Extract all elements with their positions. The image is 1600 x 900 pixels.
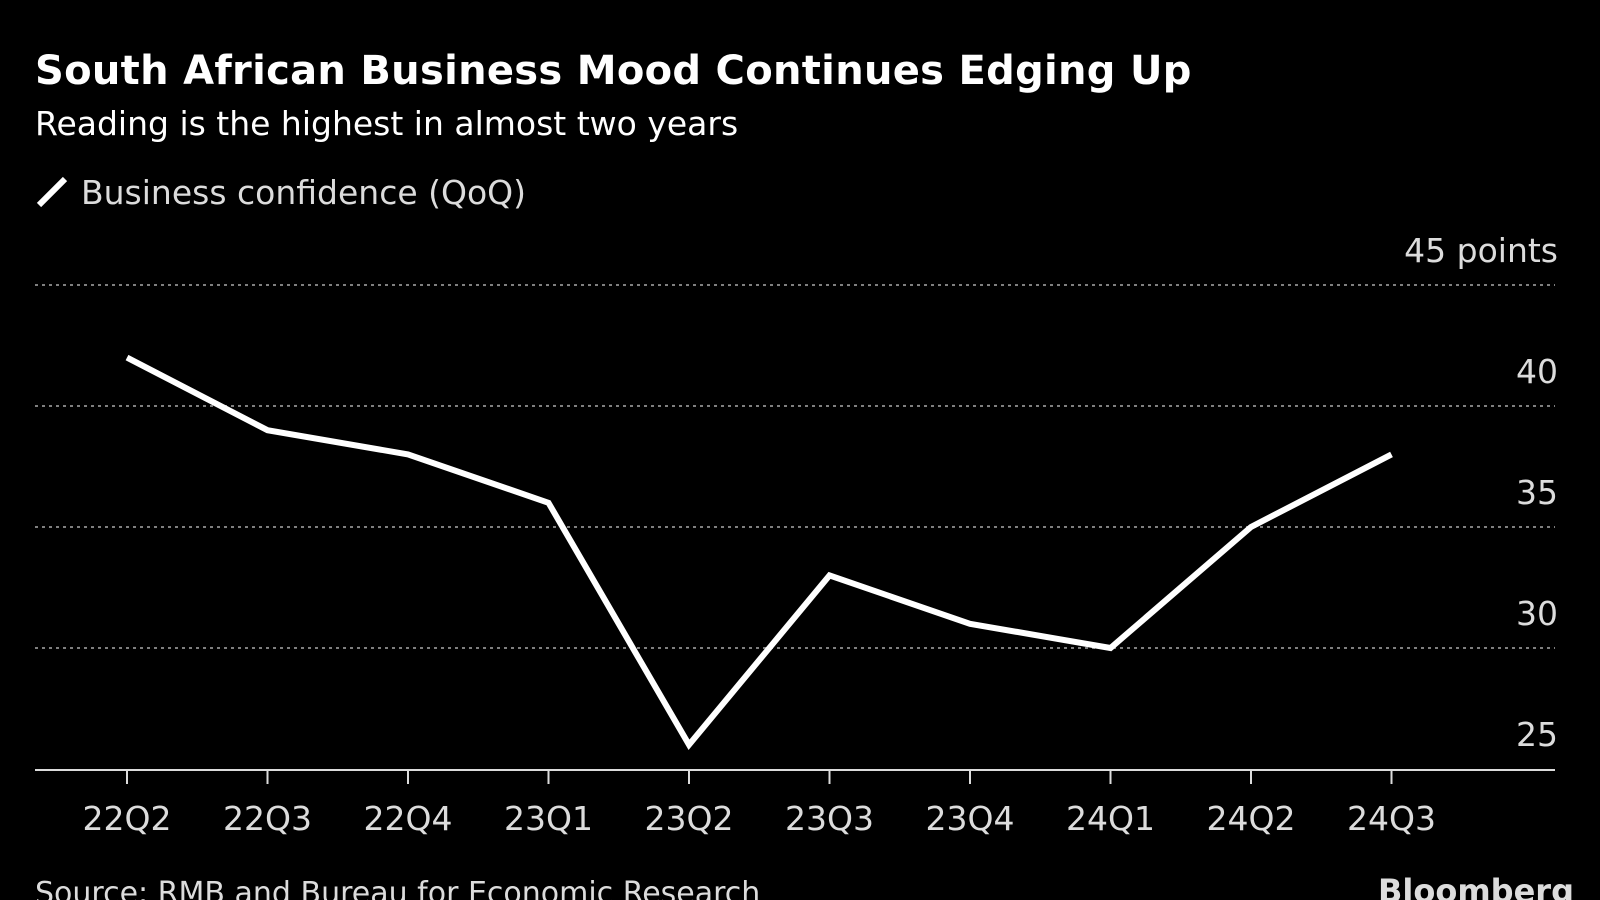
line-swatch-icon bbox=[36, 176, 68, 208]
legend: Business confidence (QoQ) bbox=[35, 172, 526, 212]
x-tick-label: 22Q4 bbox=[364, 799, 453, 838]
x-tick-label: 23Q1 bbox=[504, 799, 593, 838]
x-tick-label: 24Q3 bbox=[1347, 799, 1436, 838]
x-tick-label: 22Q2 bbox=[83, 799, 172, 838]
source-note: Source: RMB and Bureau for Economic Rese… bbox=[35, 876, 761, 900]
legend-label: Business confidence (QoQ) bbox=[81, 172, 527, 212]
x-tick-label: 24Q2 bbox=[1207, 799, 1296, 838]
y-tick-label: 30 bbox=[1516, 594, 1558, 633]
x-tick-label: 23Q3 bbox=[785, 799, 874, 838]
x-tick-label: 23Q4 bbox=[926, 799, 1015, 838]
x-tick-label: 23Q2 bbox=[645, 799, 734, 838]
bloomberg-logo: Bloomberg bbox=[1378, 872, 1574, 900]
chart-subtitle: Reading is the highest in almost two yea… bbox=[35, 104, 739, 143]
chart-title: South African Business Mood Continues Ed… bbox=[35, 48, 1192, 94]
y-tick-label: 25 bbox=[1516, 715, 1558, 754]
series-line bbox=[125, 354, 1393, 751]
y-tick-label: 40 bbox=[1516, 352, 1558, 391]
x-tick-label: 22Q3 bbox=[223, 799, 312, 838]
x-tick-label: 24Q1 bbox=[1066, 799, 1155, 838]
y-tick-label: 35 bbox=[1516, 473, 1558, 512]
y-tick-label: 45 points bbox=[1404, 231, 1558, 270]
